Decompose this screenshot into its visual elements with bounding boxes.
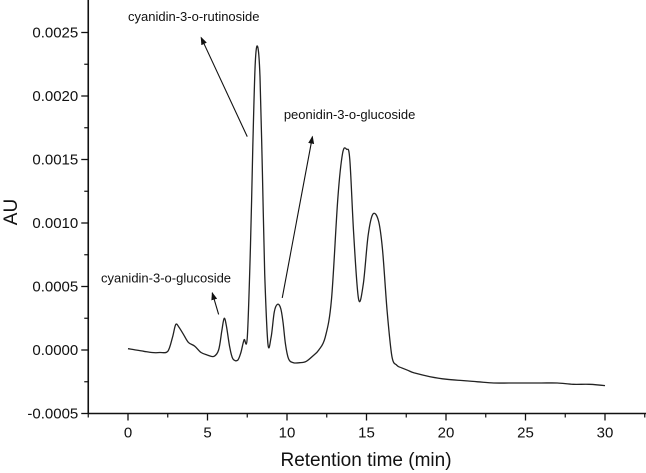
annotation-arrow — [281, 135, 315, 299]
axes — [87, 0, 646, 415]
annotation-label: cyanidin-3-o-glucoside — [101, 271, 231, 286]
y-tick-label: 0.0005 — [32, 279, 78, 296]
peak-annotations: cyanidin-3-o-rutinoside peonidin-3-o-gluc… — [101, 9, 416, 315]
x-axis-title: Retention time (min) — [280, 450, 451, 471]
y-tick-label: 0.0010 — [32, 215, 78, 232]
x-tick-label: 20 — [438, 425, 455, 442]
annotation-arrow — [200, 36, 248, 137]
x-tick-label: 5 — [203, 425, 211, 442]
x-tick-label: 30 — [597, 425, 614, 442]
chromatogram-trace — [127, 45, 606, 387]
y-axis-title: AU — [1, 199, 22, 225]
y-tick-label: 0.0020 — [32, 88, 78, 105]
x-tick-label: 25 — [517, 425, 534, 442]
y-tick-label: 0.0015 — [32, 152, 78, 169]
annotation-arrow — [211, 291, 220, 315]
axis-ticks: 0 5 10 15 20 25 30 -0.0005 0.0000 0.0005 0.0010 0.0… — [27, 25, 646, 442]
x-tick-label: 10 — [279, 425, 296, 442]
x-tick-label: 15 — [358, 425, 375, 442]
annotation-label: peonidin-3-o-glucoside — [284, 107, 416, 122]
y-tick-label: -0.0005 — [27, 406, 78, 423]
x-tick-label: 0 — [124, 425, 132, 442]
y-tick-label: 0.0025 — [32, 25, 78, 42]
y-tick-label: 0.0000 — [32, 342, 78, 359]
annotation-label: cyanidin-3-o-rutinoside — [128, 9, 260, 24]
